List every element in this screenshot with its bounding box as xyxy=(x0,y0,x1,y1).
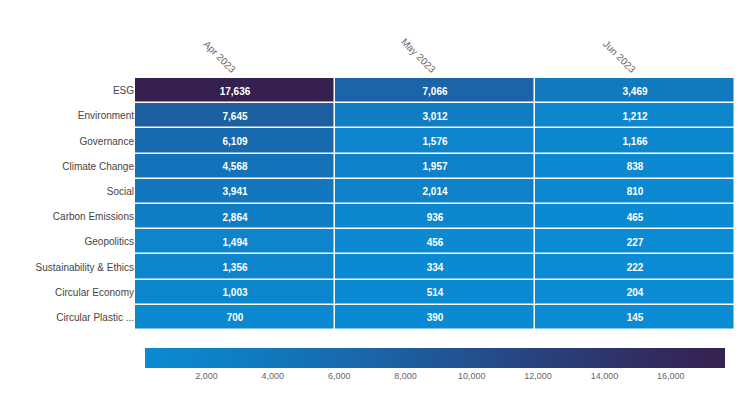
svg-text:Climate Change: Climate Change xyxy=(62,161,134,172)
svg-text:1,957: 1,957 xyxy=(422,161,447,172)
svg-text:3,012: 3,012 xyxy=(422,111,447,122)
svg-text:7,645: 7,645 xyxy=(222,111,247,122)
svg-text:17,636: 17,636 xyxy=(220,86,251,97)
svg-text:700: 700 xyxy=(227,312,244,323)
svg-text:10,000: 10,000 xyxy=(458,371,486,381)
svg-text:16,000: 16,000 xyxy=(657,371,685,381)
svg-text:227: 227 xyxy=(627,237,644,248)
svg-text:1,003: 1,003 xyxy=(222,287,247,298)
svg-text:Governance: Governance xyxy=(80,136,135,147)
svg-text:810: 810 xyxy=(627,186,644,197)
svg-text:1,494: 1,494 xyxy=(222,237,247,248)
svg-text:145: 145 xyxy=(627,312,644,323)
svg-text:Circular Economy: Circular Economy xyxy=(55,287,134,298)
svg-text:Apr 2023: Apr 2023 xyxy=(201,38,238,75)
svg-text:Sustainability & Ethics: Sustainability & Ethics xyxy=(36,262,134,273)
svg-text:1,212: 1,212 xyxy=(622,111,647,122)
svg-text:1,576: 1,576 xyxy=(422,136,447,147)
svg-text:3,941: 3,941 xyxy=(222,186,247,197)
svg-text:May 2023: May 2023 xyxy=(399,36,438,75)
svg-text:2,864: 2,864 xyxy=(222,212,247,223)
svg-text:390: 390 xyxy=(427,312,444,323)
svg-text:6,109: 6,109 xyxy=(222,136,247,147)
svg-text:3,469: 3,469 xyxy=(622,86,647,97)
svg-text:2,000: 2,000 xyxy=(195,371,218,381)
svg-text:514: 514 xyxy=(427,287,444,298)
svg-text:222: 222 xyxy=(627,262,644,273)
svg-text:Carbon Emissions: Carbon Emissions xyxy=(53,211,134,222)
svg-text:1,166: 1,166 xyxy=(622,136,647,147)
svg-text:8,000: 8,000 xyxy=(394,371,417,381)
svg-text:838: 838 xyxy=(627,161,644,172)
svg-text:Geopolitics: Geopolitics xyxy=(85,236,134,247)
svg-text:7,066: 7,066 xyxy=(422,86,447,97)
svg-text:2,014: 2,014 xyxy=(422,186,447,197)
svg-text:456: 456 xyxy=(427,237,444,248)
svg-text:465: 465 xyxy=(627,212,644,223)
svg-text:204: 204 xyxy=(627,287,644,298)
svg-text:Social: Social xyxy=(107,186,134,197)
svg-text:4,568: 4,568 xyxy=(222,161,247,172)
svg-text:Jun 2023: Jun 2023 xyxy=(601,38,638,75)
svg-text:936: 936 xyxy=(427,212,444,223)
svg-text:4,000: 4,000 xyxy=(262,371,285,381)
svg-text:ESG: ESG xyxy=(113,85,134,96)
svg-text:Environment: Environment xyxy=(78,110,134,121)
svg-text:334: 334 xyxy=(427,262,444,273)
svg-text:6,000: 6,000 xyxy=(328,371,351,381)
svg-text:14,000: 14,000 xyxy=(591,371,619,381)
svg-text:Circular Plastic ...: Circular Plastic ... xyxy=(56,312,134,323)
svg-text:1,356: 1,356 xyxy=(222,262,247,273)
svg-text:12,000: 12,000 xyxy=(524,371,552,381)
